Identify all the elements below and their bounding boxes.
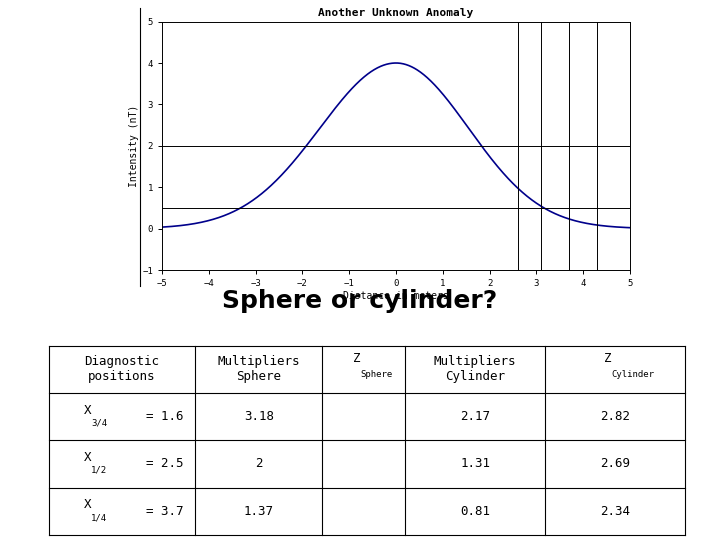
Text: 0.81: 0.81	[460, 505, 490, 518]
Text: 3/4: 3/4	[91, 418, 107, 428]
Text: = 2.5: = 2.5	[146, 457, 184, 470]
Text: 1/4: 1/4	[91, 513, 107, 522]
Text: = 1.6: = 1.6	[146, 410, 184, 423]
Text: 2.82: 2.82	[600, 410, 630, 423]
X-axis label: Distance in meters: Distance in meters	[343, 291, 449, 301]
Text: 2.34: 2.34	[600, 505, 630, 518]
Text: X: X	[84, 498, 91, 511]
Text: 3.18: 3.18	[244, 410, 274, 423]
Text: Multipliers
Cylinder: Multipliers Cylinder	[433, 355, 516, 383]
Text: Cylinder: Cylinder	[611, 370, 654, 379]
Title: Another Unknown Anomaly: Another Unknown Anomaly	[318, 8, 474, 18]
Text: = 3.7: = 3.7	[146, 505, 184, 518]
Text: Z: Z	[353, 353, 360, 366]
Text: 1/2: 1/2	[91, 466, 107, 475]
Text: 1.37: 1.37	[244, 505, 274, 518]
Text: X: X	[84, 451, 91, 464]
Y-axis label: Intensity (nT): Intensity (nT)	[130, 105, 140, 187]
Text: 2.69: 2.69	[600, 457, 630, 470]
Text: Sphere or cylinder?: Sphere or cylinder?	[222, 288, 498, 313]
Text: X: X	[84, 403, 91, 416]
Text: 2: 2	[255, 457, 263, 470]
Text: Sphere: Sphere	[360, 370, 392, 379]
Text: Diagnostic
positions: Diagnostic positions	[84, 355, 160, 383]
Text: 1.31: 1.31	[460, 457, 490, 470]
Text: Multipliers
Sphere: Multipliers Sphere	[217, 355, 300, 383]
Text: 2.17: 2.17	[460, 410, 490, 423]
Text: Z: Z	[604, 353, 611, 366]
